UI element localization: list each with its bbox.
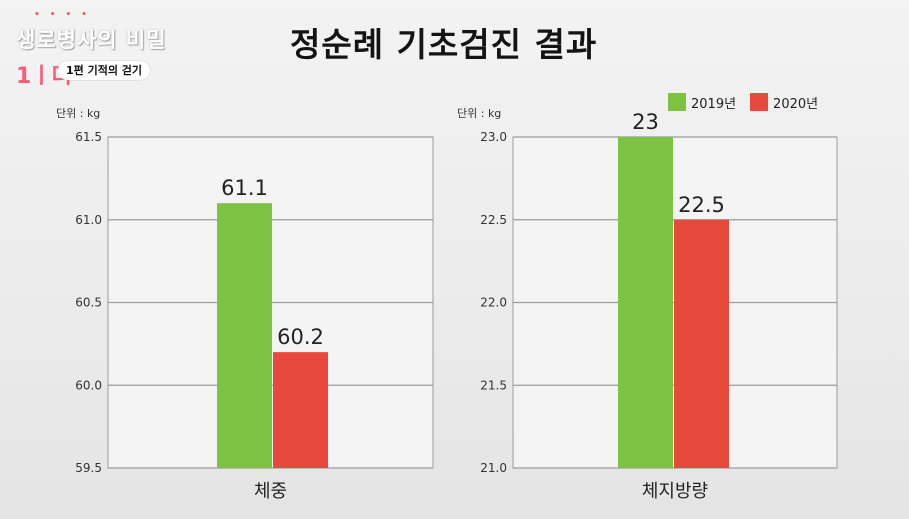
episode-badge: 1편 기적의 걷기 bbox=[58, 61, 151, 80]
program-title: 생로병사의 비밀 bbox=[16, 28, 167, 52]
chart1-ytick-label: 60.5 bbox=[75, 296, 102, 310]
chart2-bar-2020 bbox=[674, 219, 729, 468]
chart2-ytick-label: 23.0 bbox=[480, 130, 507, 144]
chart2-ytick-label: 22.0 bbox=[480, 296, 507, 310]
chart2-data-label-2019: 23 bbox=[632, 110, 659, 134]
chart2-bar-2019 bbox=[618, 137, 673, 468]
chart-legend: 2019년 2020년 bbox=[668, 92, 832, 112]
chart1-category-label: 체중 bbox=[254, 481, 287, 502]
logo-decoration: •••• bbox=[34, 10, 98, 20]
chart1-ytick-label: 61.5 bbox=[75, 130, 102, 144]
legend-label-2020: 2020년 bbox=[773, 96, 819, 112]
chart1-bar-2019 bbox=[217, 203, 272, 468]
chart1-unit-label: 단위 : kg bbox=[56, 107, 100, 120]
chart1-ytick-label: 60.0 bbox=[75, 378, 102, 392]
chart1-ytick-label: 59.5 bbox=[75, 461, 102, 475]
chart1-data-label-2020: 60.2 bbox=[277, 325, 324, 349]
legend-swatch-2020 bbox=[750, 93, 769, 111]
page-title: 정순례 기초검진 결과 bbox=[290, 25, 598, 64]
chart2-ytick-label: 22.5 bbox=[480, 213, 507, 227]
legend-item-2019: 2019년 bbox=[668, 93, 736, 112]
chart1-data-label-2019: 61.1 bbox=[221, 176, 268, 200]
chart1-bar-2020 bbox=[273, 352, 328, 468]
legend-label-2019: 2019년 bbox=[691, 96, 737, 112]
chart2-category-label: 체지방량 bbox=[642, 481, 708, 502]
chart1-ytick-label: 61.0 bbox=[75, 213, 102, 227]
chart2-unit-label: 단위 : kg bbox=[457, 107, 501, 120]
legend-item-2020: 2020년 bbox=[750, 93, 818, 112]
legend-swatch-2019 bbox=[668, 93, 686, 111]
chart2-ytick-label: 21.5 bbox=[480, 378, 507, 392]
program-logo: •••• 생로병사의 비밀 bbox=[16, 10, 167, 54]
chart2-data-label-2020: 22.5 bbox=[678, 193, 725, 217]
chart2-ytick-label: 21.0 bbox=[480, 461, 507, 475]
